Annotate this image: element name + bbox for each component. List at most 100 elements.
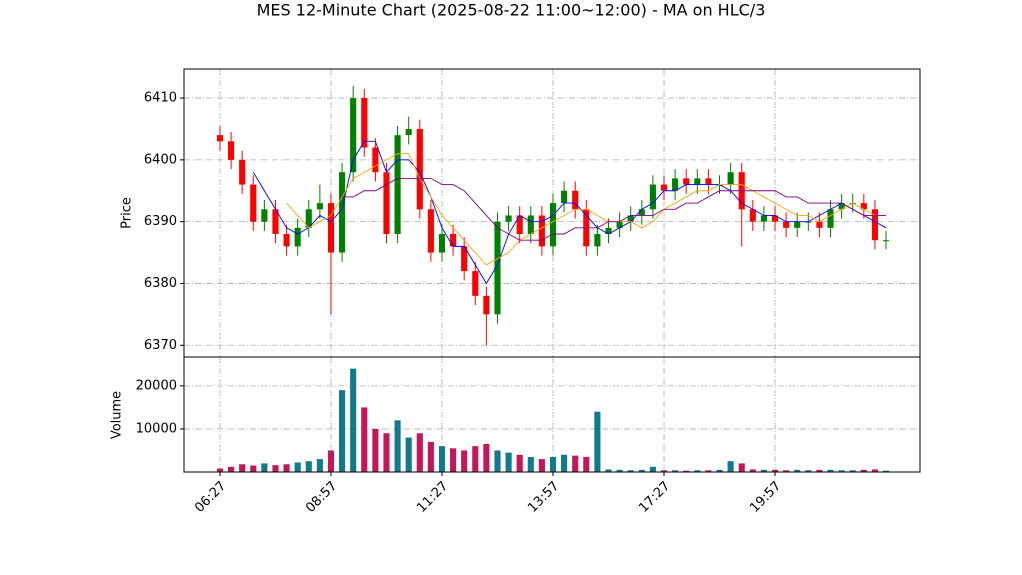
volume-bar bbox=[416, 433, 423, 472]
volume-bar bbox=[805, 470, 812, 472]
volume-bar bbox=[316, 459, 323, 472]
candle-body bbox=[394, 135, 401, 235]
candle-body bbox=[660, 184, 668, 191]
candle-body bbox=[838, 203, 845, 210]
candle-body bbox=[405, 128, 412, 136]
volume-bar bbox=[716, 469, 723, 472]
candle-body bbox=[616, 221, 623, 228]
volume-bar bbox=[660, 470, 668, 472]
volume-bar bbox=[283, 464, 290, 472]
candle-body bbox=[494, 221, 501, 315]
volume-bar bbox=[583, 456, 590, 472]
candle-body bbox=[561, 190, 568, 204]
candle-body bbox=[605, 227, 612, 235]
volume-bar bbox=[738, 463, 745, 472]
volume-bar bbox=[527, 456, 534, 472]
volume-bar bbox=[405, 437, 412, 472]
candle-body bbox=[483, 295, 490, 315]
candle-body bbox=[516, 215, 523, 235]
volume-bar bbox=[549, 456, 557, 472]
volume-bar bbox=[294, 462, 301, 472]
volume-bar bbox=[538, 459, 545, 472]
candle-body bbox=[438, 234, 446, 253]
candle-body bbox=[816, 221, 823, 228]
candle-body bbox=[272, 209, 279, 235]
volume-bar bbox=[749, 469, 756, 472]
volume-bar bbox=[683, 470, 690, 472]
volume-bar bbox=[827, 469, 834, 472]
volume-bar bbox=[649, 466, 656, 472]
candle-body bbox=[294, 227, 301, 247]
volume-bar bbox=[494, 450, 501, 472]
candle-body bbox=[505, 215, 512, 222]
volume-bar bbox=[394, 420, 401, 472]
candle-body bbox=[283, 234, 290, 247]
candle-body bbox=[672, 178, 679, 191]
volume-bar bbox=[305, 461, 312, 472]
volume-bar bbox=[239, 464, 246, 472]
volume-axis-label: Volume bbox=[110, 391, 125, 439]
volume-bar bbox=[794, 469, 801, 472]
volume-bar bbox=[361, 407, 368, 472]
candle-body bbox=[250, 184, 257, 222]
moving-average-line bbox=[252, 140, 887, 285]
candle-body bbox=[749, 209, 756, 222]
moving-average-line bbox=[286, 153, 887, 266]
candle-body bbox=[882, 240, 890, 242]
candle-body bbox=[239, 159, 246, 185]
candle-body bbox=[805, 221, 812, 223]
volume-bar bbox=[350, 368, 357, 472]
candle-body bbox=[261, 209, 268, 222]
candle-body bbox=[316, 203, 323, 210]
candle-body bbox=[216, 135, 224, 142]
moving-average-line bbox=[342, 177, 887, 241]
volume-bar bbox=[882, 470, 890, 472]
volume-bar bbox=[727, 461, 734, 472]
volume-bar bbox=[760, 469, 767, 472]
candle-body bbox=[228, 141, 235, 160]
volume-bar bbox=[694, 470, 701, 472]
candle-body bbox=[572, 190, 579, 210]
volume-bar bbox=[438, 446, 446, 472]
volume-bar bbox=[638, 469, 645, 472]
candle-body bbox=[416, 128, 423, 210]
volume-bar bbox=[816, 469, 823, 472]
candle-body bbox=[760, 215, 767, 222]
volume-bar bbox=[250, 465, 257, 472]
volume-bar bbox=[483, 444, 490, 472]
candle-body bbox=[827, 209, 834, 228]
candle-body bbox=[683, 178, 690, 185]
volume-bar bbox=[261, 463, 268, 472]
candle-body bbox=[549, 203, 557, 247]
volume-bar bbox=[339, 390, 346, 472]
volume-bar bbox=[228, 466, 235, 472]
volume-bar bbox=[572, 455, 579, 472]
volume-bar bbox=[616, 469, 623, 472]
candle-body bbox=[327, 203, 335, 253]
volume-bar bbox=[860, 469, 867, 472]
volume-bar bbox=[516, 454, 523, 472]
y-tick-label: 6410 bbox=[144, 91, 177, 106]
candle-body bbox=[794, 221, 801, 228]
y-axis-label: Price bbox=[120, 197, 135, 229]
candle-body bbox=[727, 172, 734, 185]
volume-bar bbox=[461, 450, 468, 472]
volume-panel-frame bbox=[183, 356, 921, 473]
y-tick-label: 6400 bbox=[144, 152, 177, 167]
candle-body bbox=[427, 209, 434, 253]
candle-body bbox=[472, 271, 479, 296]
candle-body bbox=[649, 184, 656, 210]
volume-bar bbox=[871, 469, 878, 472]
volume-bar bbox=[450, 448, 457, 472]
volume-bar bbox=[771, 469, 779, 472]
volume-bar bbox=[472, 446, 479, 472]
candle-body bbox=[361, 98, 368, 148]
volume-bar bbox=[216, 468, 224, 472]
volume-bar bbox=[561, 454, 568, 472]
volume-bar bbox=[783, 470, 790, 472]
volume-bar bbox=[627, 470, 634, 472]
volume-bar bbox=[605, 469, 612, 472]
volume-bar bbox=[849, 470, 856, 472]
candle-body bbox=[783, 221, 790, 228]
